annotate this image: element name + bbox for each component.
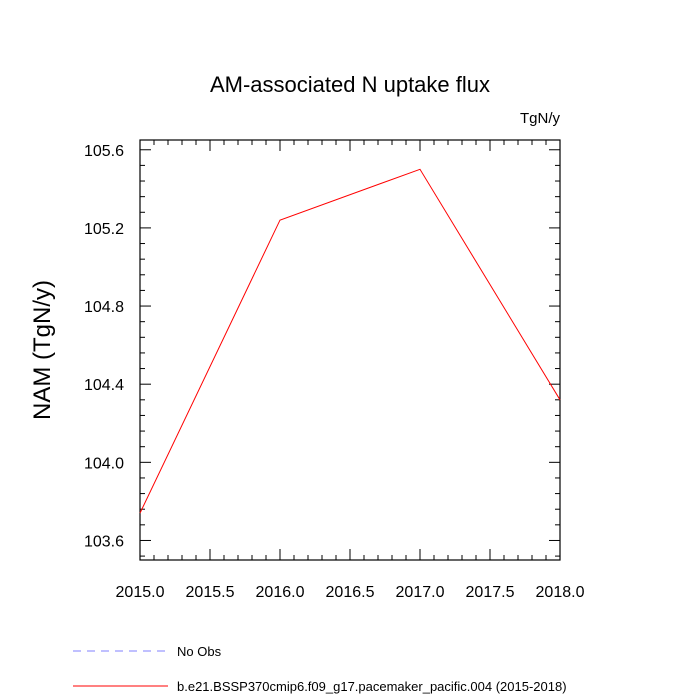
series-layer [139, 168, 561, 514]
y-tick-label: 104.0 [84, 455, 124, 472]
legend: No Obs b.e21.BSSP370cmip6.f09_g17.pacemak… [73, 644, 567, 694]
x-tick-label: 2015.0 [116, 584, 165, 601]
y-tick-label: 105.2 [84, 221, 124, 238]
x-tick-label: 2015.5 [186, 584, 235, 601]
x-tick-label: 2017.5 [466, 584, 515, 601]
series-line-0 [139, 168, 561, 514]
y-tick-label: 104.4 [84, 377, 124, 394]
x-tick-label: 2016.5 [326, 584, 375, 601]
legend-label: b.e21.BSSP370cmip6.f09_g17.pacemaker_pac… [177, 679, 567, 694]
legend-label: No Obs [177, 644, 222, 659]
chart-title: AM-associated N uptake flux [210, 72, 490, 97]
axis-ticks [139, 140, 561, 560]
y-axis-label: NAM (TgN/y) [29, 280, 56, 420]
axis-tick-labels: 2015.0 2015.5 2016.0 2016.5 2017.0 2017.5 2018… [84, 143, 585, 601]
x-tick-label: 2016.0 [256, 584, 305, 601]
y-tick-label: 103.6 [84, 533, 124, 550]
x-tick-label: 2017.0 [396, 584, 445, 601]
y-tick-label: 105.6 [84, 143, 124, 160]
y-tick-label: 104.8 [84, 299, 124, 316]
plot-frame [139, 139, 561, 561]
x-tick-label: 2018.0 [536, 584, 585, 601]
units-label: TgN/y [520, 110, 561, 127]
